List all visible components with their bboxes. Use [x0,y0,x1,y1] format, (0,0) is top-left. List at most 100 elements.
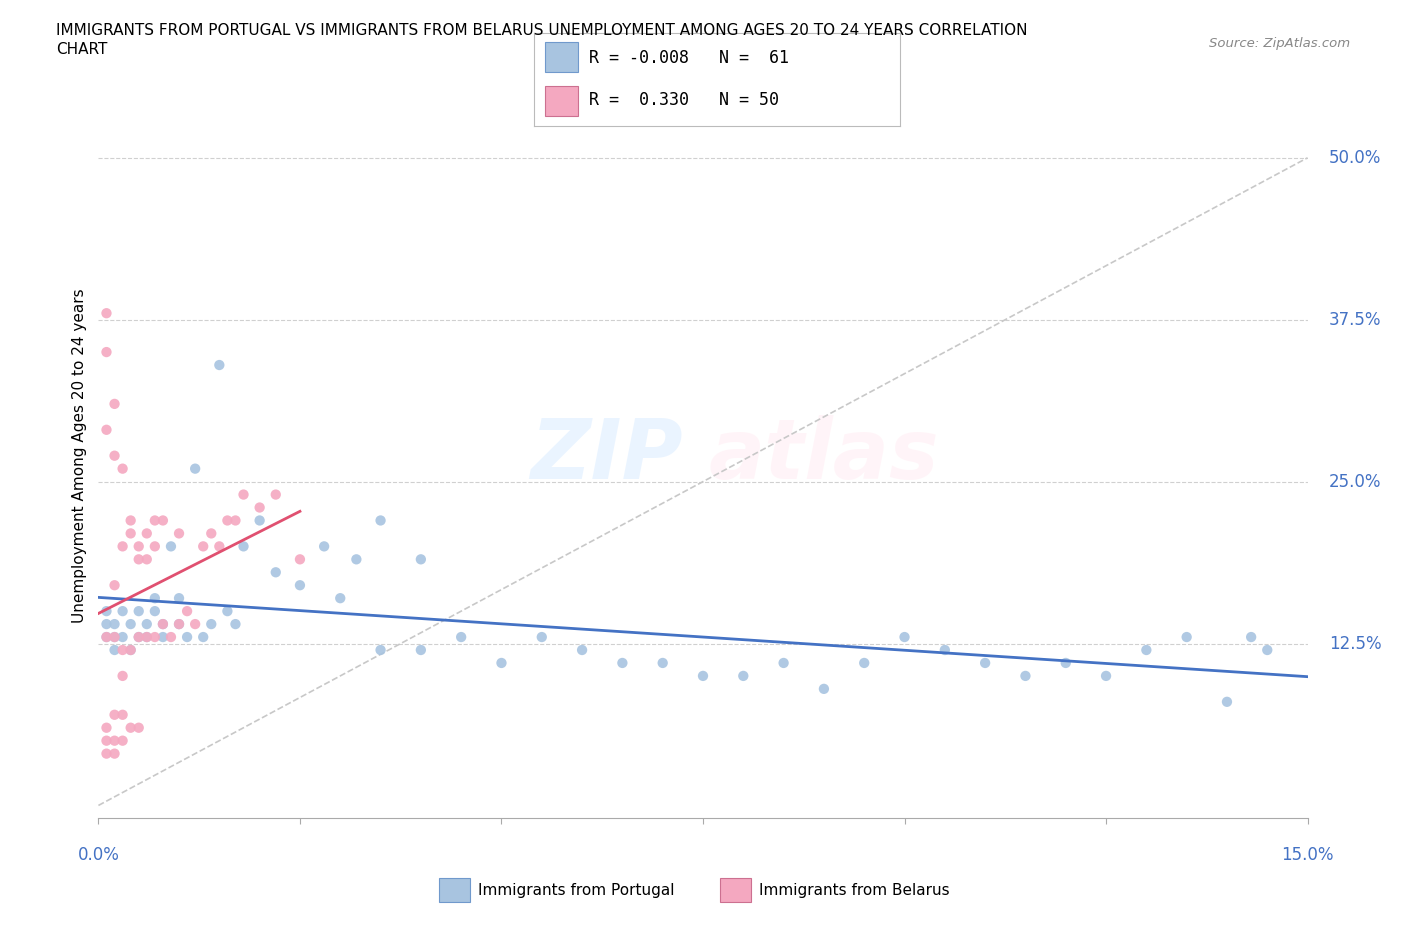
Point [692,669,714,684]
Point [232,539,254,554]
Point [530,630,553,644]
Point [103,448,125,463]
Point [143,630,166,644]
Text: Immigrants from Belarus: Immigrants from Belarus [759,883,950,897]
Point [167,617,190,631]
Point [103,396,125,411]
Point [120,526,142,541]
Point [143,591,166,605]
Bar [546,42,578,72]
Point [208,357,231,372]
Point [1135,643,1157,658]
Point [1216,695,1239,710]
Point [128,551,150,566]
Text: CHART: CHART [56,42,108,57]
Point [96,306,118,321]
Point [1256,643,1278,658]
Point [200,617,222,631]
Point [249,513,271,528]
Point [103,733,125,748]
Point [160,539,183,554]
Point [152,630,174,644]
Point [111,669,134,684]
Point [103,746,125,761]
Point [111,539,134,554]
Point [152,617,174,631]
Point [193,630,215,644]
Point [167,526,190,541]
Point [111,708,134,723]
Point [208,539,231,554]
Point [96,630,118,644]
Text: 25.0%: 25.0% [1329,472,1381,491]
Bar [439,878,470,902]
Point [111,643,134,658]
Point [217,604,239,618]
Bar [546,86,578,116]
Point [288,551,311,566]
Text: IMMIGRANTS FROM PORTUGAL VS IMMIGRANTS FROM BELARUS UNEMPLOYMENT AMONG AGES 20 T: IMMIGRANTS FROM PORTUGAL VS IMMIGRANTS F… [56,23,1028,38]
Point [264,487,287,502]
Point [152,617,174,631]
Point [813,682,835,697]
Text: 0.0%: 0.0% [77,846,120,864]
Text: 12.5%: 12.5% [1329,634,1381,653]
Point [103,708,125,723]
Point [103,617,125,631]
Point [329,591,352,605]
Point [128,630,150,644]
Point [224,513,246,528]
Point [167,617,190,631]
Point [176,630,198,644]
Text: 50.0%: 50.0% [1329,149,1381,166]
Text: Source: ZipAtlas.com: Source: ZipAtlas.com [1209,37,1350,50]
Point [288,578,311,592]
Point [409,551,432,566]
Point [450,630,472,644]
Point [135,617,157,631]
Point [96,604,118,618]
Point [217,513,239,528]
Point [120,720,142,735]
Point [314,539,336,554]
Point [193,539,215,554]
Point [934,643,956,658]
Point [143,604,166,618]
Text: 15.0%: 15.0% [1281,846,1334,864]
Point [853,656,876,671]
Point [612,656,634,671]
Point [135,630,157,644]
Point [103,643,125,658]
Y-axis label: Unemployment Among Ages 20 to 24 years: Unemployment Among Ages 20 to 24 years [72,288,87,623]
Point [96,720,118,735]
Text: Immigrants from Portugal: Immigrants from Portugal [478,883,675,897]
Point [111,604,134,618]
Text: 37.5%: 37.5% [1329,311,1381,328]
Point [1014,669,1036,684]
Point [128,539,150,554]
Point [651,656,673,671]
Point [184,617,207,631]
Point [103,578,125,592]
Point [370,513,392,528]
Point [264,565,287,579]
Text: ZIP: ZIP [530,415,682,497]
Point [893,630,915,644]
Point [111,733,134,748]
Point [152,513,174,528]
Point [103,630,125,644]
Point [128,720,150,735]
Point [232,487,254,502]
Point [128,604,150,618]
Point [160,630,183,644]
Point [772,656,794,671]
Point [249,500,271,515]
Point [96,630,118,644]
Point [111,461,134,476]
Point [135,551,157,566]
Point [143,539,166,554]
Point [120,643,142,658]
Point [184,461,207,476]
Point [143,513,166,528]
Point [111,630,134,644]
